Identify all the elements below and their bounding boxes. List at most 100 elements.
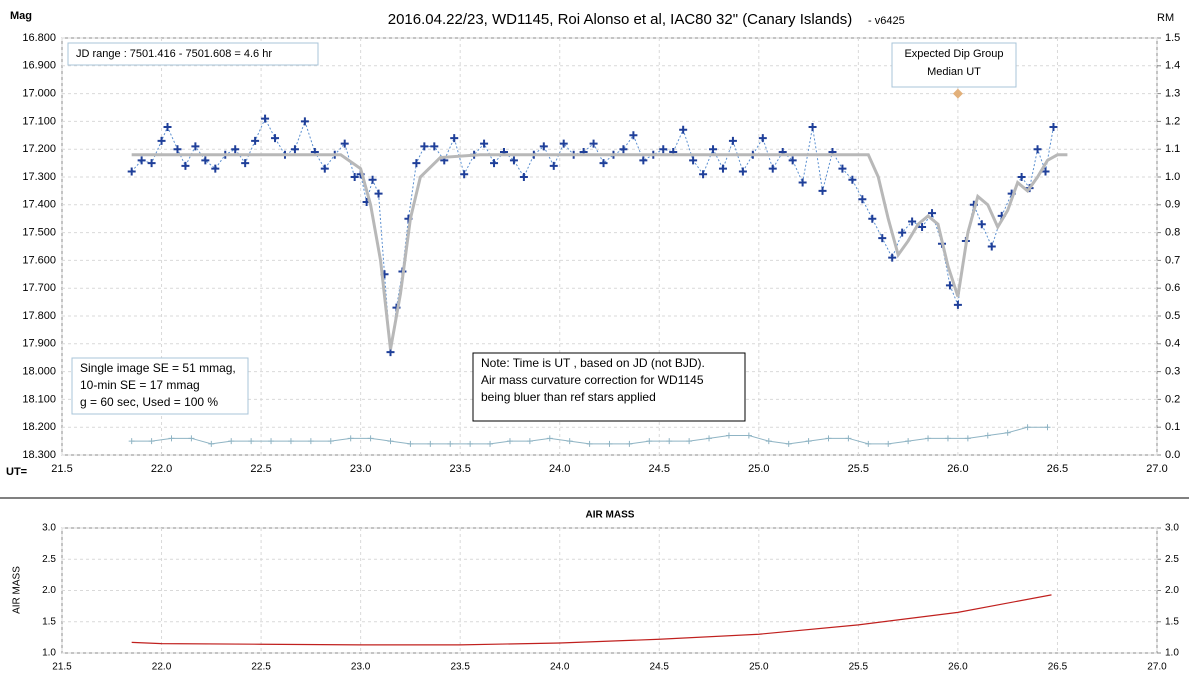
data-point [768,164,777,173]
data-point [137,156,146,165]
x-tick-label: 22.5 [251,662,271,673]
data-point [157,136,166,145]
data-point [666,438,673,445]
data-line [131,594,1052,646]
data-point [788,156,797,165]
data-point [878,234,887,243]
data-point [374,189,383,198]
data-point [686,438,693,445]
expected-dip-marker [952,88,963,99]
y-tick-label: 16.800 [22,32,56,44]
x-tick-label: 24.5 [649,463,670,475]
y2-tick-label: 0.4 [1165,338,1180,350]
data-point [566,438,573,445]
data-point [689,156,698,165]
x-tick-label: 23.5 [450,662,470,673]
y2-tick-label: 2.0 [1165,585,1179,596]
y2-tick-label: 0.8 [1165,227,1180,239]
data-point [953,300,962,309]
y-tick-label: 18.300 [22,449,56,461]
data-point [127,167,136,176]
data-point [467,440,474,447]
annotation-box [472,352,746,422]
data-point [798,178,807,187]
y-tick-label: 17.000 [22,88,56,100]
data-point [539,142,548,151]
data-point [450,134,459,143]
data-point [808,122,817,131]
data-point [430,142,439,151]
annotation-box [71,357,249,415]
data-point [728,136,737,145]
annotation-text: Expected Dip Group [904,48,1003,60]
data-point [163,122,172,131]
y-tick-label: 16.900 [22,60,56,72]
data-point [679,125,688,134]
data-point [211,164,220,173]
data-point [1044,424,1051,431]
data-point [888,253,897,262]
y2-tick-label: 0.9 [1165,199,1180,211]
data-point [977,220,986,229]
data-point [248,438,255,445]
data-point [606,440,613,447]
y2-tick-label: 0.0 [1165,449,1180,461]
data-point [546,435,553,442]
data-point [387,438,394,445]
y2-tick-label: 1.3 [1165,88,1180,100]
data-point [147,159,156,168]
data-point [549,161,558,170]
data-point [898,228,907,237]
y-tick-label: 17.500 [22,227,56,239]
chart-title: 2016.04.22/23, WD1145, Roi Alonso et al,… [388,11,852,28]
data-point [1033,145,1042,154]
data-point [320,164,329,173]
data-point [629,131,638,140]
data-point [307,438,314,445]
data-point [918,223,927,232]
data-point [412,159,421,168]
data-point [201,156,210,165]
y-tick-label: 17.100 [22,115,56,127]
x-tick-label: 25.5 [848,463,869,475]
data-point [300,117,309,126]
x-tick-label: 26.5 [1047,463,1068,475]
data-point [845,435,852,442]
data-point [1004,429,1011,436]
x-tick-label: 26.0 [948,662,968,673]
annotation-text: being bluer than ref stars applied [481,390,656,404]
y-tick-label: 17.300 [22,171,56,183]
data-point [905,438,912,445]
x-tick-label: 27.0 [1147,662,1167,673]
data-point [599,159,608,168]
data-point [460,170,469,179]
x-tick-label: 24.0 [549,463,570,475]
data-point [327,438,334,445]
x-tick-label: 26.0 [947,463,968,475]
data-point [758,134,767,143]
data-point [268,438,275,445]
data-point [725,432,732,439]
x-tick-label: 22.0 [151,463,172,475]
data-point [865,440,872,447]
data-point [261,114,270,123]
data-point [231,145,240,154]
annotation-box [891,42,1017,88]
x-tick-label: 26.5 [1048,662,1068,673]
y2-tick-label: 0.6 [1165,282,1180,294]
x-tick-label: 25.0 [749,662,769,673]
chart-subtitle: - v6425 [868,15,905,27]
data-point [987,242,996,251]
y-tick-label: 17.600 [22,254,56,266]
y-tick-label: 2.0 [42,585,56,596]
annotation-text: Median UT [927,66,981,78]
data-point [709,145,718,154]
y2-tick-label: 2.5 [1165,554,1179,565]
data-point [340,139,349,148]
y2-tick-label: 0.3 [1165,366,1180,378]
data-point [271,134,280,143]
data-point [825,435,832,442]
y-tick-label: 1.0 [42,648,56,659]
data-point [290,145,299,154]
